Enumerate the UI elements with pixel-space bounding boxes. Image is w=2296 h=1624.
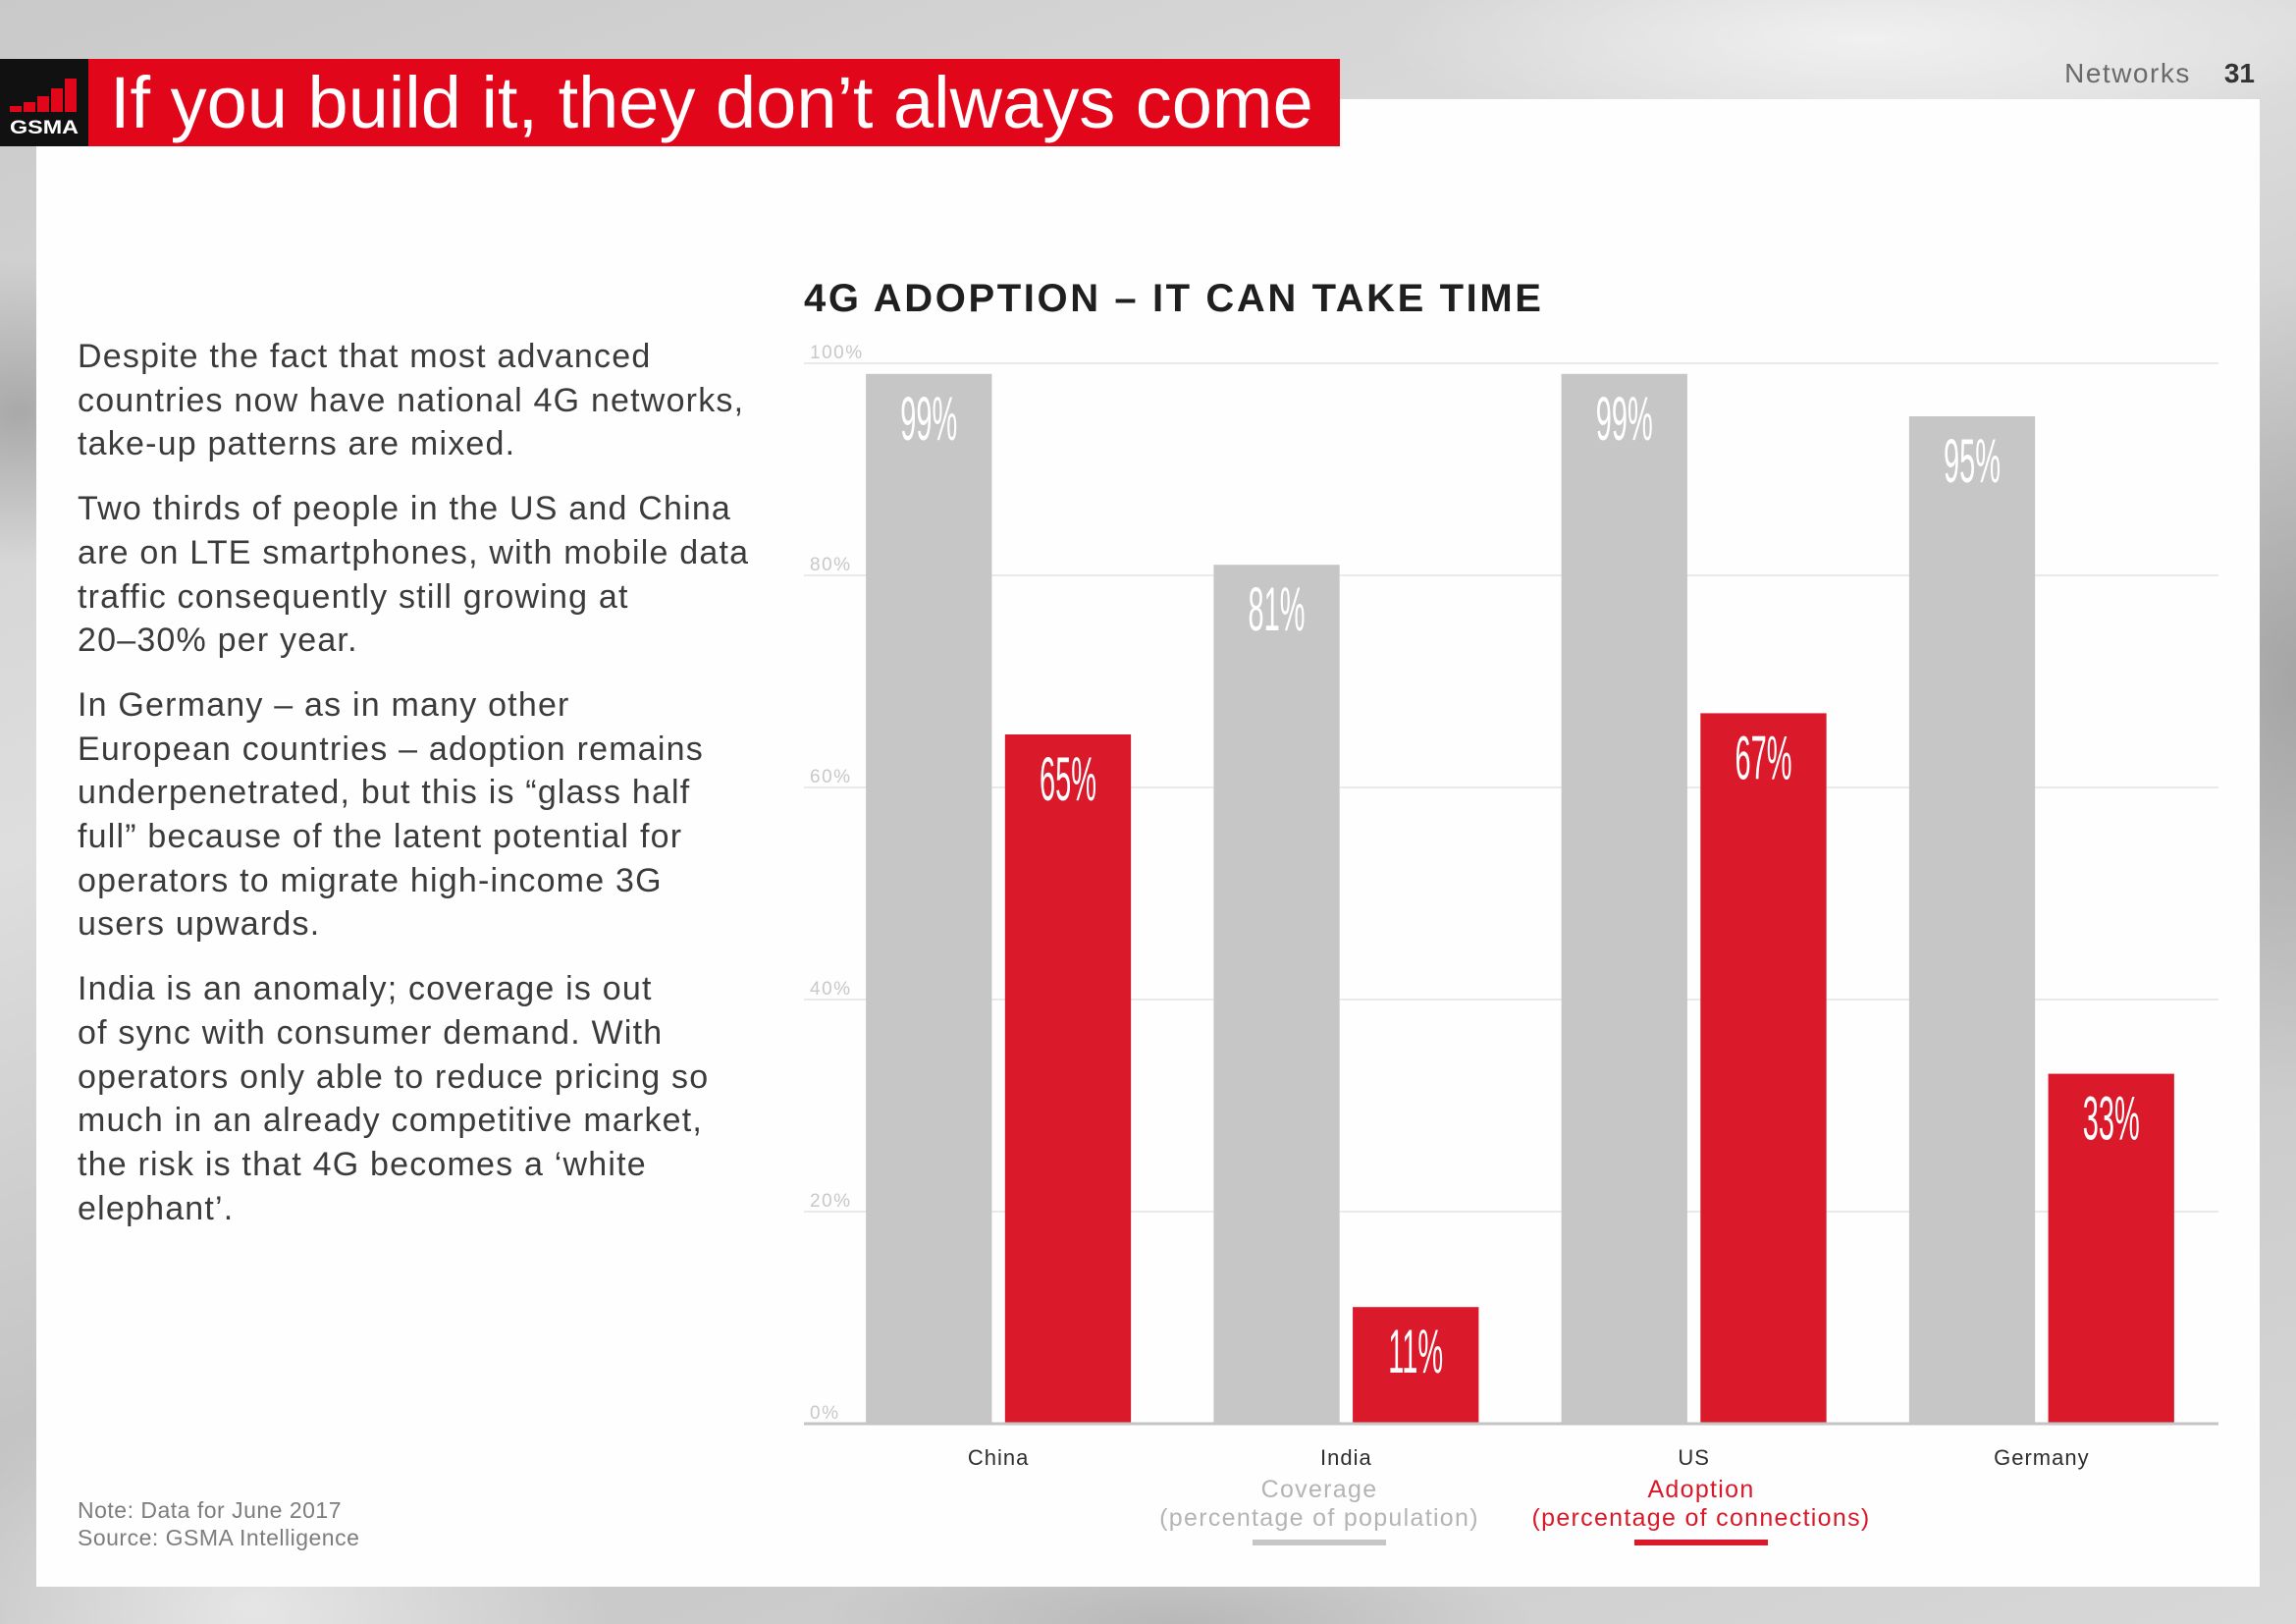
- bar-us-coverage: [1561, 373, 1687, 1424]
- xtick-label: India: [1320, 1445, 1372, 1470]
- text-line: underpenetrated, but this is “glass half: [78, 774, 691, 812]
- page-number: 31: [2223, 58, 2255, 88]
- data-label: 67%: [1735, 725, 1791, 792]
- logo-bar: [65, 79, 77, 112]
- y-axis-labels: 0% 20% 40% 60% 80% 100%: [810, 343, 864, 1424]
- paragraph: Two thirds of people in the US and China…: [78, 487, 749, 663]
- ytick-label: 0%: [810, 1403, 839, 1424]
- data-label: 11%: [1388, 1319, 1443, 1386]
- text-line: Despite the fact that most advanced: [78, 338, 652, 375]
- paragraph: In Germany – as in many other European c…: [78, 683, 749, 947]
- logo-bar: [10, 106, 22, 112]
- text-line: operators only able to reduce pricing so: [78, 1057, 710, 1096]
- legend-swatch-coverage: [1253, 1540, 1386, 1545]
- x-axis-labels: China India US Germany: [968, 1445, 2089, 1470]
- legend: Coverage(percentage of population) Adopti…: [1159, 1476, 1870, 1545]
- ytick-label: 100%: [810, 343, 864, 363]
- text-line: take-up patterns are mixed.: [78, 425, 516, 463]
- ytick-label: 80%: [810, 555, 852, 575]
- legend-description-coverage: (percentage of population): [1159, 1504, 1479, 1532]
- legend-label-coverage: Coverage: [1261, 1476, 1378, 1503]
- text-line: Two thirds of people in the US and China: [78, 490, 732, 528]
- title-bar: If you build it, they don’t always come: [88, 59, 1340, 146]
- data-labels: 99% 65% 81% 11% 99% 67% 95% 33%: [900, 386, 2139, 1387]
- text-line: India is an anomaly; coverage is out: [78, 970, 653, 1008]
- data-label: 99%: [1596, 386, 1653, 454]
- text-line: European countries – adoption remains: [78, 730, 704, 768]
- data-label: 33%: [2083, 1085, 2140, 1153]
- legend-description-adoption: (percentage of connections): [1531, 1504, 1870, 1532]
- legend-swatch-adoption: [1634, 1540, 1768, 1545]
- logo-bar: [24, 102, 35, 112]
- text-line: In Germany – as in many other: [78, 685, 570, 724]
- logo-text: GSMA: [10, 118, 79, 138]
- page-title: If you build it, they don’t always come: [110, 62, 1313, 143]
- text-line: full” because of the latent potential fo…: [78, 818, 683, 856]
- text-line: much in an already competitive market,: [78, 1102, 704, 1140]
- source-text: Source: GSMA Intelligence: [78, 1525, 360, 1550]
- text-line: countries now have national 4G networks,: [78, 381, 745, 419]
- text-line: of sync with consumer demand. With: [78, 1013, 664, 1052]
- xtick-label: China: [968, 1445, 1029, 1470]
- bar-china-adoption: [1004, 734, 1132, 1424]
- note-text: Note: Data for June 2017: [78, 1497, 342, 1523]
- chart-title: 4G ADOPTION – IT CAN TAKE TIME: [804, 277, 1544, 320]
- bar-china-coverage: [866, 373, 992, 1424]
- text-line: are on LTE smartphones, with mobile data: [78, 533, 750, 571]
- bar-germany-adoption: [2048, 1073, 2174, 1424]
- ytick-label: 40%: [810, 979, 852, 1000]
- body-text: Despite the fact that most advanced coun…: [78, 335, 749, 1251]
- legend-label-adoption: Adoption: [1647, 1476, 1754, 1503]
- paragraph: Despite the fact that most advanced coun…: [78, 335, 749, 466]
- page-meta: Networks 31: [2064, 57, 2255, 90]
- bar-chart: 0% 20% 40% 60% 80% 100% 99% 65% 81% 11% 99% 67% 95%…: [804, 343, 2218, 1545]
- bar-india-adoption: [1353, 1307, 1479, 1424]
- section-label: Networks: [2064, 58, 2191, 88]
- bar-india-coverage: [1213, 565, 1340, 1424]
- data-label: 81%: [1249, 576, 1306, 644]
- bar-us-adoption: [1700, 713, 1827, 1424]
- text-line: elephant’.: [78, 1189, 235, 1227]
- xtick-label: Germany: [1994, 1445, 2089, 1470]
- ytick-label: 20%: [810, 1191, 852, 1212]
- text-line: traffic consequently still growing at: [78, 577, 629, 616]
- data-label: 65%: [1040, 746, 1096, 814]
- text-line: 20–30% per year.: [78, 622, 358, 660]
- paragraph: India is an anomaly; coverage is out of …: [78, 967, 749, 1230]
- xtick-label: US: [1678, 1445, 1710, 1470]
- logo-bar: [51, 88, 63, 112]
- data-label: 99%: [900, 386, 957, 454]
- page-card: [36, 99, 2260, 1587]
- footnotes: Note: Data for June 2017 Source: GSMA In…: [78, 1496, 359, 1551]
- logo-bar: [37, 96, 49, 112]
- text-line: users upwards.: [78, 905, 321, 944]
- text-line: the risk is that 4G becomes a ‘white: [78, 1145, 647, 1183]
- gsma-logo: GSMA: [0, 59, 88, 146]
- data-label: 95%: [1944, 428, 2001, 496]
- bars: [866, 373, 2174, 1424]
- text-line: operators to migrate high-income 3G: [78, 861, 663, 899]
- bar-germany-coverage: [1908, 416, 2036, 1424]
- ytick-label: 60%: [810, 767, 852, 787]
